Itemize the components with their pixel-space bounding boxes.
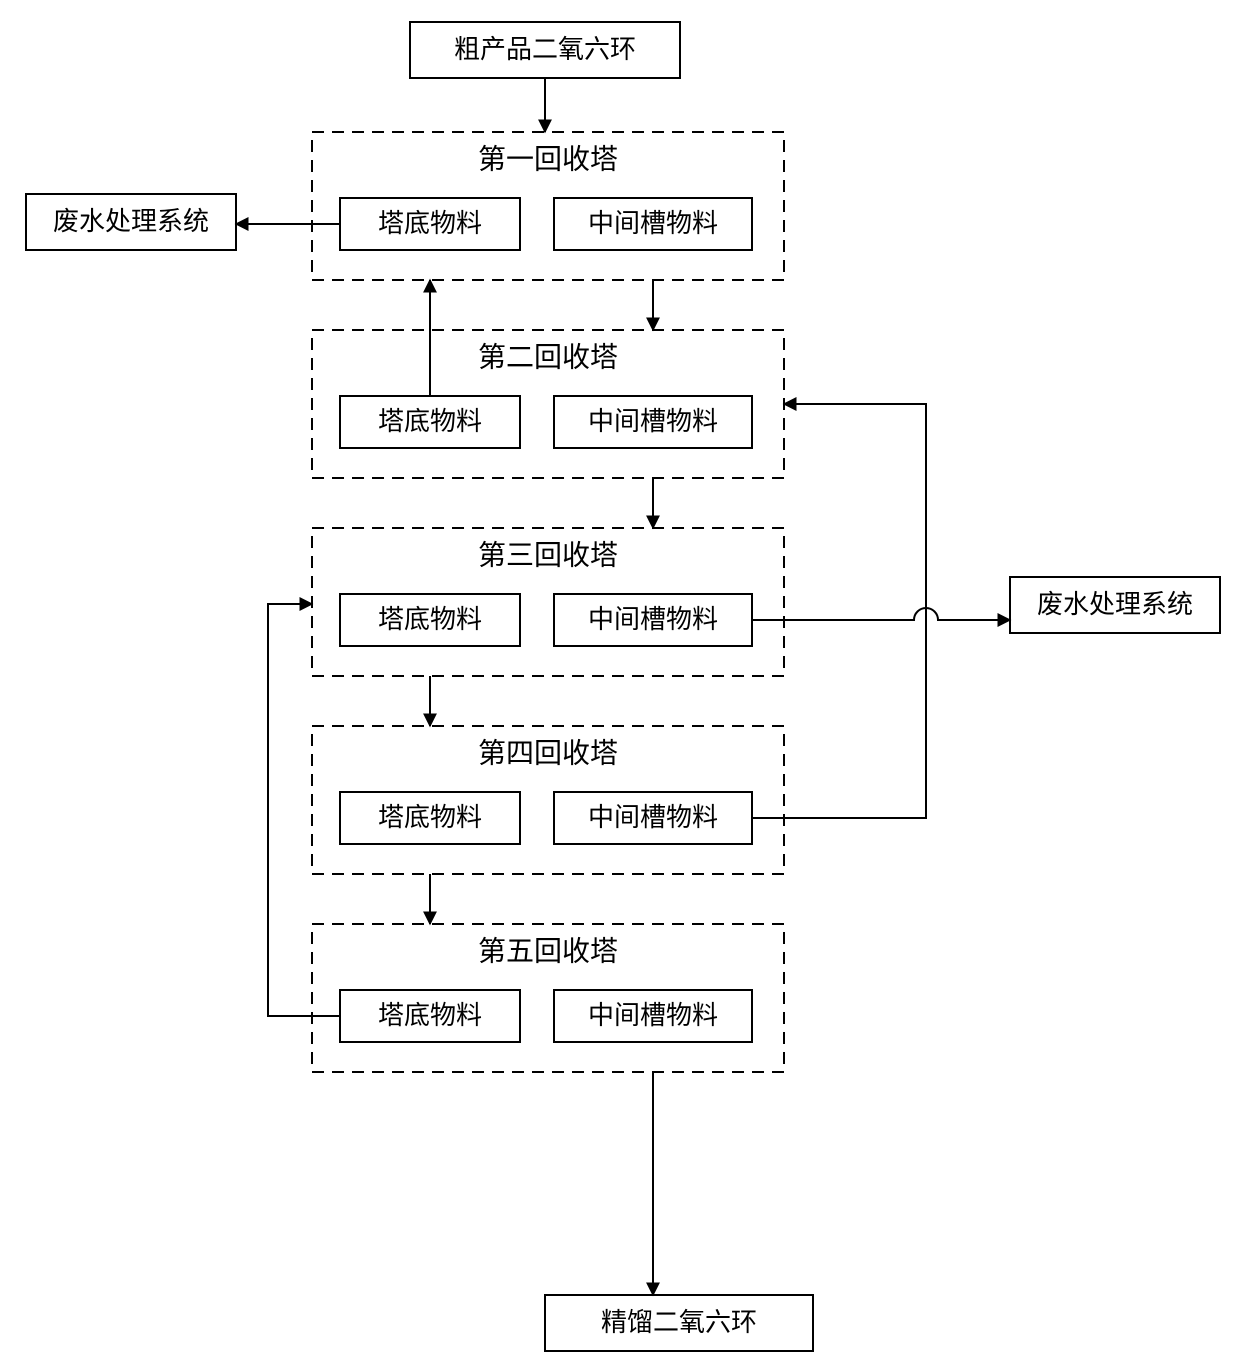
tower-t3-title: 第三回收塔 — [478, 539, 618, 571]
waste-right-box-label: 废水处理系统 — [1037, 590, 1193, 619]
tower-t3-mid-label: 中间槽物料 — [588, 605, 718, 634]
edge-e_t5b_t3 — [268, 604, 340, 1016]
tower-t2-mid-label: 中间槽物料 — [588, 407, 718, 436]
output-box: 精馏二氧六环 — [545, 1295, 813, 1351]
tower-t1-bottom-label: 塔底物料 — [378, 209, 482, 238]
tower-t1: 第一回收塔塔底物料 中间槽物料 — [312, 132, 784, 280]
input-box-label: 粗产品二氧六环 — [454, 35, 636, 64]
output-box-label: 精馏二氧六环 — [601, 1308, 757, 1337]
tower-t4-title: 第四回收塔 — [478, 737, 618, 769]
waste-left-box-label: 废水处理系统 — [53, 207, 209, 236]
tower-t3-bottom-label: 塔底物料 — [378, 605, 482, 634]
edge-e_t3m_waste — [752, 608, 1010, 620]
tower-t5-bottom-label: 塔底物料 — [378, 1001, 482, 1030]
waste-left-box: 废水处理系统 — [26, 194, 236, 250]
tower-t4: 第四回收塔塔底物料 中间槽物料 — [312, 726, 784, 874]
tower-t2-bottom-label: 塔底物料 — [378, 407, 482, 436]
tower-t4-mid-label: 中间槽物料 — [588, 803, 718, 832]
tower-t5-mid-label: 中间槽物料 — [588, 1001, 718, 1030]
waste-right-box: 废水处理系统 — [1010, 577, 1220, 633]
tower-t3: 第三回收塔塔底物料 中间槽物料 — [312, 528, 784, 676]
tower-t2: 第二回收塔塔底物料 中间槽物料 — [312, 330, 784, 478]
tower-t2-title: 第二回收塔 — [478, 341, 618, 373]
tower-t5-title: 第五回收塔 — [478, 935, 618, 967]
tower-t4-bottom-label: 塔底物料 — [378, 803, 482, 832]
tower-t1-mid-label: 中间槽物料 — [588, 209, 718, 238]
tower-t1-title: 第一回收塔 — [478, 143, 618, 175]
tower-t5: 第五回收塔塔底物料 中间槽物料 — [312, 924, 784, 1072]
input-box: 粗产品二氧六环 — [410, 22, 680, 78]
edge-e_t4m_t2 — [752, 404, 926, 818]
